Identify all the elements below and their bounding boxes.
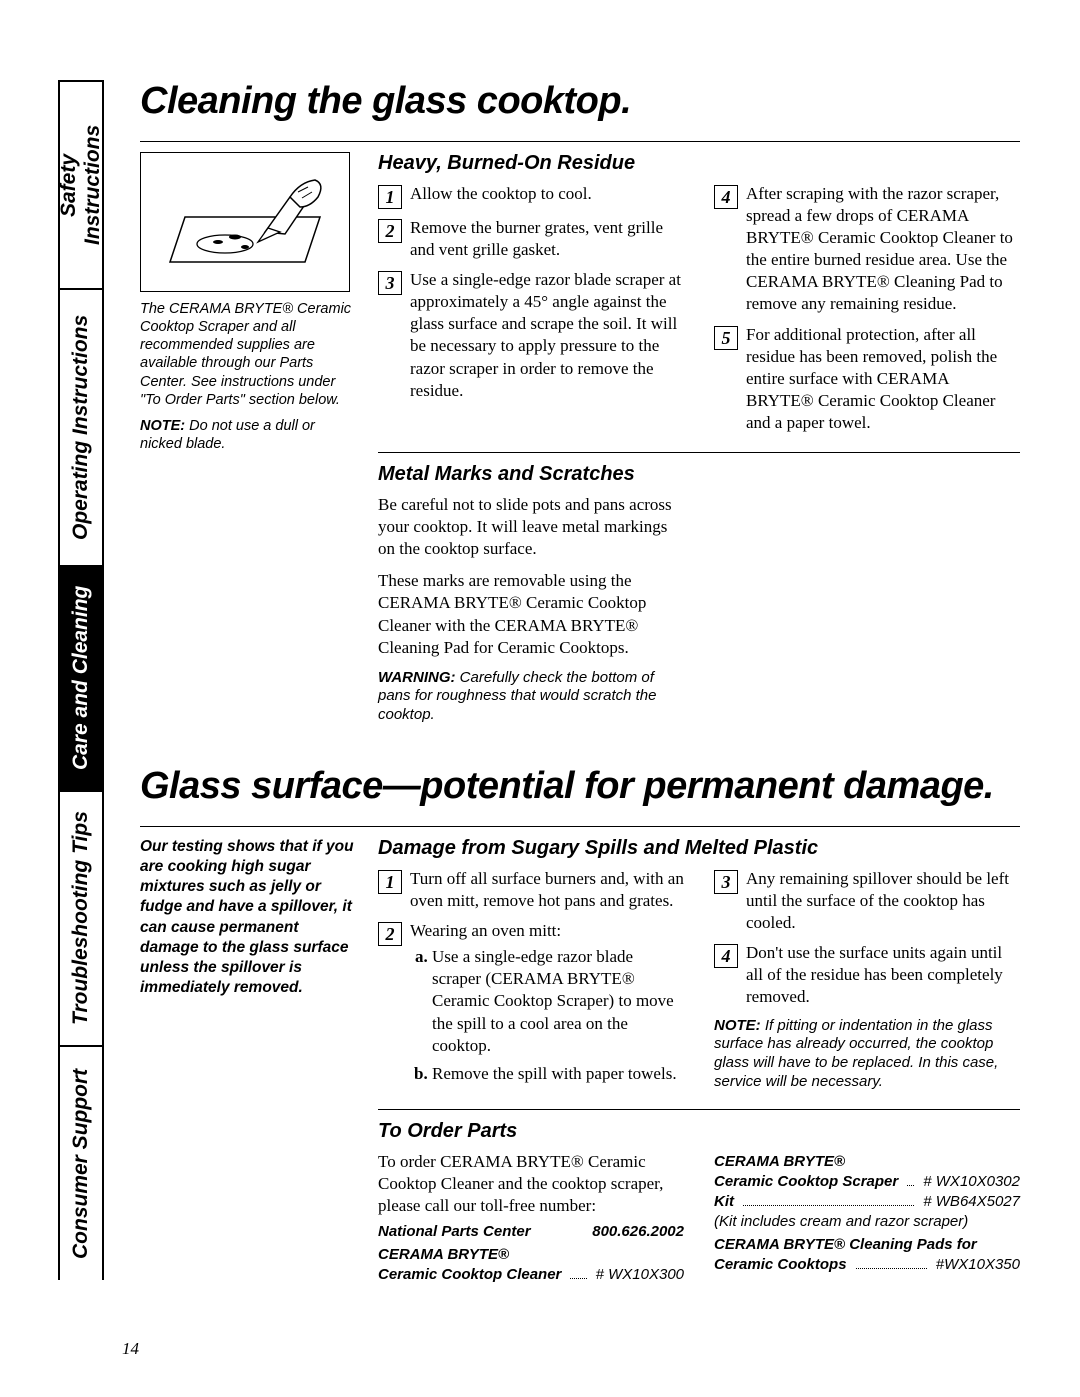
illustration-note: NOTE: Do not use a dull or nicked blade. bbox=[140, 417, 360, 453]
body-text: Be careful not to slide pots and pans ac… bbox=[378, 494, 684, 560]
tab-safety: Safety Instructions bbox=[58, 80, 104, 290]
step-num: 2 bbox=[378, 922, 402, 946]
step-num: 5 bbox=[714, 326, 738, 350]
tab-consumer-support: Consumer Support bbox=[58, 1045, 104, 1280]
order-intro: To order CERAMA BRYTE® Ceramic Cooktop C… bbox=[378, 1151, 684, 1217]
side-tabs: Safety Instructions Operating Instructio… bbox=[58, 80, 104, 1330]
part-scraper: Ceramic Cooktop Scraper# WX10X0302 bbox=[714, 1173, 1020, 1190]
body-text: These marks are removable using the CERA… bbox=[378, 570, 684, 658]
step-text: Remove the burner grates, vent grille an… bbox=[410, 217, 684, 261]
note: NOTE: If pitting or indentation in the g… bbox=[714, 1017, 1020, 1092]
kit-note: (Kit includes cream and razor scraper) bbox=[714, 1213, 1020, 1230]
step-text: Don't use the surface units again until … bbox=[746, 942, 1020, 1008]
page-title-1: Cleaning the glass cooktop. bbox=[140, 80, 1020, 123]
sugar-spill-note: Our testing shows that if you are cookin… bbox=[140, 837, 360, 998]
brand-label: CERAMA BRYTE® bbox=[714, 1153, 845, 1170]
step-text: Allow the cooktop to cool. bbox=[410, 183, 592, 209]
step-num: 3 bbox=[378, 271, 402, 295]
heading-metal-marks: Metal Marks and Scratches bbox=[378, 463, 1020, 486]
step-num: 1 bbox=[378, 870, 402, 894]
step-text: For additional protection, after all res… bbox=[746, 324, 1020, 434]
parts-center: National Parts Center800.626.2002 bbox=[378, 1223, 684, 1240]
step-num: 3 bbox=[714, 870, 738, 894]
illustration-caption: The CERAMA BRYTE® Ceramic Cooktop Scrape… bbox=[140, 300, 360, 409]
step-text: Any remaining spillover should be left u… bbox=[746, 868, 1020, 934]
part-pads: Ceramic Cooktops#WX10X350 bbox=[714, 1256, 1020, 1273]
heading-sugary-spills: Damage from Sugary Spills and Melted Pla… bbox=[378, 837, 1020, 860]
step-num: 4 bbox=[714, 185, 738, 209]
heading-order-parts: To Order Parts bbox=[378, 1120, 1020, 1143]
tab-operating: Operating Instructions bbox=[58, 290, 104, 565]
part-cleaner: Ceramic Cooktop Cleaner# WX10X300 bbox=[378, 1266, 684, 1283]
tab-troubleshooting: Troubleshooting Tips bbox=[58, 790, 104, 1045]
tab-care-cleaning: Care and Cleaning bbox=[58, 565, 104, 790]
step-text: Wearing an oven mitt: Use a single-edge … bbox=[410, 920, 684, 1091]
page-title-2: Glass surface—potential for permanent da… bbox=[140, 765, 1020, 808]
page-number: 14 bbox=[122, 1339, 139, 1359]
scraper-illustration bbox=[140, 152, 350, 292]
step-text: Turn off all surface burners and, with a… bbox=[410, 868, 684, 912]
brand-label: CERAMA BRYTE® bbox=[378, 1246, 509, 1263]
substep: Remove the spill with paper towels. bbox=[432, 1063, 684, 1085]
warning-note: WARNING: Carefully check the bottom of p… bbox=[378, 669, 684, 725]
step-num: 1 bbox=[378, 185, 402, 209]
step-num: 2 bbox=[378, 219, 402, 243]
substep: Use a single-edge razor blade scraper (C… bbox=[432, 946, 684, 1056]
pads-label: CERAMA BRYTE® Cleaning Pads for bbox=[714, 1236, 977, 1253]
part-kit: Kit# WB64X5027 bbox=[714, 1193, 1020, 1210]
step-text: After scraping with the razor scraper, s… bbox=[746, 183, 1020, 316]
step-text: Use a single-edge razor blade scraper at… bbox=[410, 269, 684, 402]
heading-heavy-residue: Heavy, Burned-On Residue bbox=[378, 152, 1020, 175]
step-num: 4 bbox=[714, 944, 738, 968]
